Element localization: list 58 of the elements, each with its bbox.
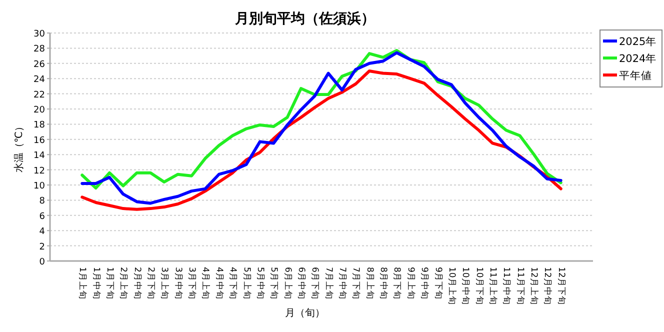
x-tick-label: 4月上旬 <box>200 267 212 300</box>
x-tick-label: 3月下旬 <box>186 267 198 300</box>
legend-label: 2025年 <box>619 36 657 48</box>
x-tick-label: 1月下旬 <box>104 267 116 300</box>
x-tick-label: 5月中旬 <box>254 267 266 300</box>
y-tick-label: 24 <box>34 75 46 86</box>
x-tick-label: 5月上旬 <box>241 267 252 300</box>
y-tick-label: 16 <box>34 136 46 146</box>
y-axis-title: 水温（℃） <box>13 121 25 173</box>
x-tick-label: 11月中旬 <box>501 267 512 305</box>
x-tick-label: 3月上旬 <box>159 267 170 300</box>
y-tick-label: 4 <box>39 227 46 238</box>
y-tick-label: 10 <box>34 182 46 192</box>
y-tick-label: 6 <box>39 212 46 222</box>
x-tick-label: 12月下旬 <box>556 267 567 305</box>
x-tick-label: 9月上旬 <box>405 267 416 300</box>
x-tick-label: 6月下旬 <box>310 267 321 300</box>
y-tick-label: 22 <box>34 90 45 100</box>
x-tick-label: 12月中旬 <box>542 267 554 305</box>
x-tick-label: 11月下旬 <box>514 267 526 305</box>
x-tick-label: 2月下旬 <box>146 267 157 300</box>
x-tick-label: 10月中旬 <box>460 267 472 305</box>
x-tick-label: 4月下旬 <box>228 267 239 300</box>
x-tick-label: 1月中旬 <box>90 267 102 300</box>
y-tick-label: 0 <box>39 258 46 268</box>
x-tick-label: 5月下旬 <box>268 267 280 300</box>
x-tick-label: 8月下旬 <box>392 267 403 300</box>
legend-label: 平年値 <box>619 70 652 82</box>
x-tick-label: 7月上旬 <box>323 267 334 300</box>
x-tick-label: 1月上旬 <box>77 267 88 300</box>
x-tick-label: 6月上旬 <box>282 267 294 300</box>
y-tick-label: 8 <box>39 196 46 207</box>
y-tick-label: 26 <box>34 60 46 70</box>
x-tick-label: 10月上旬 <box>446 267 458 305</box>
y-tick-label: 30 <box>34 30 46 40</box>
x-axis-title: 月（旬） <box>285 307 325 319</box>
x-tick-label: 3月中旬 <box>172 267 184 300</box>
x-tick-label: 2月中旬 <box>132 267 143 300</box>
x-tick-label: 12月上旬 <box>528 267 540 305</box>
y-tick-label: 12 <box>34 166 45 176</box>
x-tick-label: 10月下旬 <box>474 267 485 305</box>
x-tick-label: 2月上旬 <box>118 267 130 300</box>
x-tick-label: 7月下旬 <box>350 267 362 300</box>
y-tick-label: 20 <box>34 106 46 116</box>
x-tick-label: 9月下旬 <box>432 267 444 300</box>
x-tick-label: 4月中旬 <box>214 267 225 300</box>
legend-label: 2024年 <box>619 53 657 65</box>
x-tick-label: 9月中旬 <box>419 267 430 300</box>
x-tick-label: 8月上旬 <box>364 267 376 300</box>
y-tick-label: 18 <box>34 120 46 131</box>
y-tick-label: 28 <box>34 44 46 55</box>
y-tick-label: 2 <box>39 242 45 252</box>
x-tick-label: 8月中旬 <box>378 267 390 300</box>
y-tick-label: 14 <box>34 151 46 162</box>
x-tick-label: 7月中旬 <box>337 267 348 300</box>
x-tick-label: 11月上旬 <box>487 267 498 305</box>
chart-title: 月別旬平均（佐須浜） <box>234 11 375 27</box>
x-tick-label: 6月中旬 <box>296 267 307 300</box>
